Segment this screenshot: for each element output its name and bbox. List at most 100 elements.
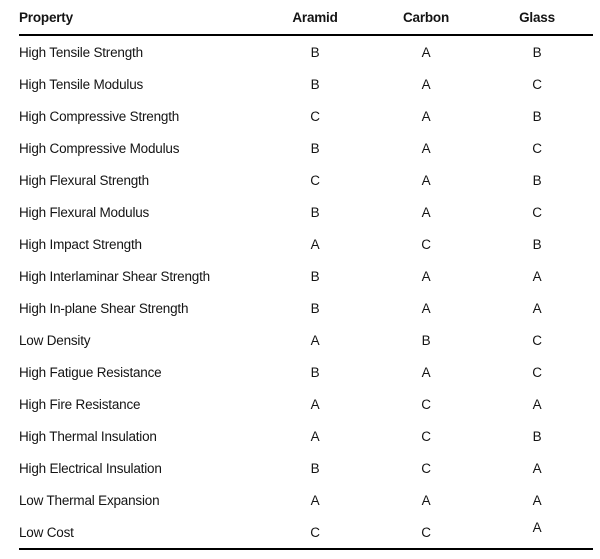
grade-value: A	[310, 396, 320, 412]
fiber-properties-table: Property Aramid Carbon Glass High Tensil…	[19, 4, 593, 550]
grade-cell-glass: A	[481, 452, 593, 484]
grade-value: B	[532, 428, 542, 444]
table-row: High Flexural Strength C A B	[19, 164, 593, 196]
property-cell: High Electrical Insulation	[19, 452, 259, 484]
grade-cell-carbon: A	[371, 68, 481, 100]
table-row: High Tensile Modulus B A C	[19, 68, 593, 100]
grade-cell-carbon: A	[371, 260, 481, 292]
grade-value: B	[310, 364, 320, 380]
property-cell: Low Thermal Expansion	[19, 484, 259, 516]
property-cell: High Impact Strength	[19, 228, 259, 260]
grade-cell-glass: C	[481, 196, 593, 228]
grade-value: B	[310, 300, 320, 316]
table-row: High Tensile Strength B A B	[19, 35, 593, 68]
grade-cell-aramid: A	[259, 420, 371, 452]
grade-cell-aramid: B	[259, 292, 371, 324]
table-row: High Fatigue Resistance B A C	[19, 356, 593, 388]
grade-value: A	[421, 364, 431, 380]
grade-value: B	[310, 204, 320, 220]
grade-cell-glass: C	[481, 324, 593, 356]
table-row: Low Thermal Expansion A A A	[19, 484, 593, 516]
table-row: High Fire Resistance A C A	[19, 388, 593, 420]
grade-cell-carbon: A	[371, 292, 481, 324]
grade-cell-aramid: B	[259, 35, 371, 68]
grade-value: A	[421, 268, 431, 284]
grade-cell-carbon: C	[371, 516, 481, 549]
grade-value: B	[532, 108, 542, 124]
property-cell: High Flexural Modulus	[19, 196, 259, 228]
table-row: High Compressive Modulus B A C	[19, 132, 593, 164]
grade-value: B	[310, 140, 320, 156]
grade-value: A	[421, 44, 431, 60]
grade-value: C	[421, 460, 431, 476]
column-header-glass: Glass	[481, 4, 593, 36]
grade-cell-glass: A	[481, 516, 593, 549]
grade-value: C	[532, 140, 542, 156]
grade-value: A	[532, 396, 542, 412]
grade-value: A	[421, 108, 431, 124]
grade-value: A	[421, 204, 431, 220]
property-cell: High Tensile Modulus	[19, 68, 259, 100]
grade-cell-glass: C	[481, 132, 593, 164]
grade-cell-aramid: A	[259, 324, 371, 356]
property-label: Low Density	[19, 332, 91, 348]
grade-value: C	[310, 108, 320, 124]
table-row: High Flexural Modulus B A C	[19, 196, 593, 228]
grade-value: A	[421, 76, 431, 92]
grade-value: B	[421, 332, 431, 348]
grade-value: A	[310, 332, 320, 348]
table-body: High Tensile Strength B A B High Tensile Mod…	[19, 35, 593, 549]
column-header-carbon: Carbon	[371, 4, 481, 36]
grade-cell-aramid: C	[259, 164, 371, 196]
grade-cell-glass: B	[481, 420, 593, 452]
grade-value: A	[532, 268, 542, 284]
property-cell: High Interlaminar Shear Strength	[19, 260, 259, 292]
property-label: High Flexural Strength	[19, 172, 149, 188]
property-cell: Low Cost	[19, 516, 259, 549]
grade-value: A	[532, 460, 542, 476]
property-cell: High Compressive Modulus	[19, 132, 259, 164]
grade-cell-carbon: C	[371, 452, 481, 484]
grade-value: A	[310, 492, 320, 508]
grade-cell-aramid: B	[259, 132, 371, 164]
grade-value: A	[421, 492, 431, 508]
grade-value: C	[532, 76, 542, 92]
grade-cell-glass: B	[481, 164, 593, 196]
property-cell: High Fatigue Resistance	[19, 356, 259, 388]
property-label: High Fire Resistance	[19, 396, 141, 412]
grade-cell-carbon: A	[371, 35, 481, 68]
property-cell: High Flexural Strength	[19, 164, 259, 196]
grade-value: B	[532, 172, 542, 188]
table-row: Low Density A B C	[19, 324, 593, 356]
grade-value: A	[310, 236, 320, 252]
property-label: High Tensile Modulus	[19, 76, 144, 92]
grade-value: B	[532, 44, 542, 60]
property-label: High In-plane Shear Strength	[19, 300, 189, 316]
grade-value: B	[310, 76, 320, 92]
grade-cell-aramid: B	[259, 452, 371, 484]
property-label: High Compressive Modulus	[19, 140, 180, 156]
grade-cell-glass: A	[481, 292, 593, 324]
grade-value: B	[532, 236, 542, 252]
grade-value: A	[421, 300, 431, 316]
table-row: High Compressive Strength C A B	[19, 100, 593, 132]
grade-cell-glass: B	[481, 228, 593, 260]
grade-cell-carbon: C	[371, 388, 481, 420]
grade-value: C	[532, 364, 542, 380]
grade-cell-aramid: B	[259, 356, 371, 388]
table-row: High Thermal Insulation A C B	[19, 420, 593, 452]
table-row: High Interlaminar Shear Strength B A A	[19, 260, 593, 292]
grade-cell-carbon: C	[371, 420, 481, 452]
property-label: High Interlaminar Shear Strength	[19, 268, 210, 284]
table-row: High Impact Strength A C B	[19, 228, 593, 260]
grade-value: A	[421, 140, 431, 156]
column-header-aramid: Aramid	[259, 4, 371, 36]
grade-value: C	[421, 428, 431, 444]
grade-cell-carbon: A	[371, 132, 481, 164]
table-row: High In-plane Shear Strength B A A	[19, 292, 593, 324]
grade-cell-carbon: A	[371, 484, 481, 516]
grade-value: B	[310, 44, 320, 60]
property-cell: High Fire Resistance	[19, 388, 259, 420]
grade-cell-aramid: C	[259, 516, 371, 549]
property-cell: High In-plane Shear Strength	[19, 292, 259, 324]
